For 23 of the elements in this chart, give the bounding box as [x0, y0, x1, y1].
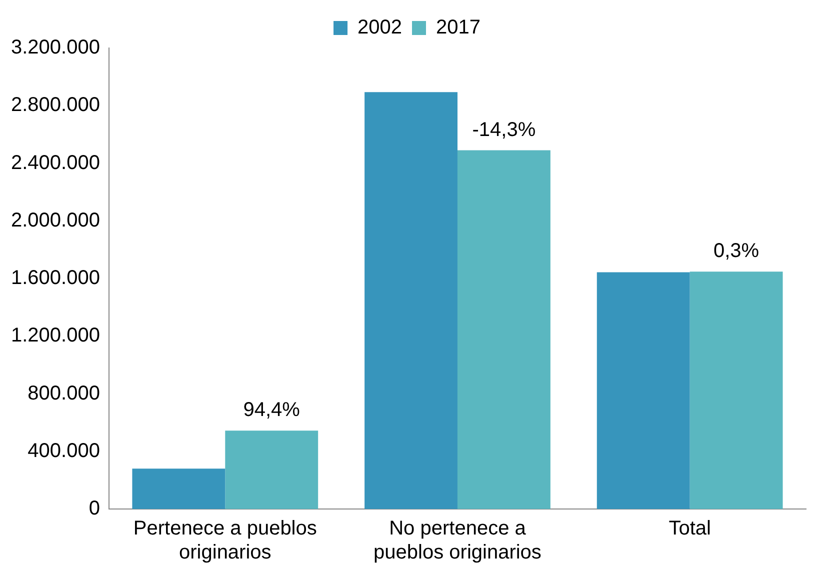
- bar: [225, 430, 318, 509]
- bar: [596, 272, 690, 509]
- y-tick-label: 2.800.000: [10, 94, 100, 116]
- y-tick-label: 0: [88, 498, 100, 520]
- annotation: -14,3%: [472, 118, 536, 141]
- y-tick-label: 800.000: [28, 382, 100, 404]
- y-tick-label: 400.000: [28, 440, 100, 462]
- legend-label: 2017: [436, 16, 480, 39]
- bar: [457, 150, 550, 509]
- legend-label: 2002: [358, 16, 402, 39]
- bar: [364, 92, 458, 509]
- bar: [690, 272, 783, 509]
- y-tick-label: 1.200.000: [10, 324, 100, 347]
- x-tick-label: Total: [668, 518, 711, 540]
- y-tick-label: 3.200.000: [10, 36, 100, 59]
- x-tick-label: No pertenece a pueblos originarios: [374, 518, 542, 564]
- y-tick-label: 1.600.000: [10, 267, 100, 290]
- y-tick-label: 2.400.000: [10, 152, 100, 174]
- annotation: 0,3%: [714, 240, 760, 262]
- bar: [132, 468, 226, 509]
- y-tick-label: 2.000.000: [10, 209, 100, 232]
- annotation: 94,4%: [243, 399, 300, 422]
- x-tick-label: Pertenece a pueblos originarios: [133, 518, 317, 564]
